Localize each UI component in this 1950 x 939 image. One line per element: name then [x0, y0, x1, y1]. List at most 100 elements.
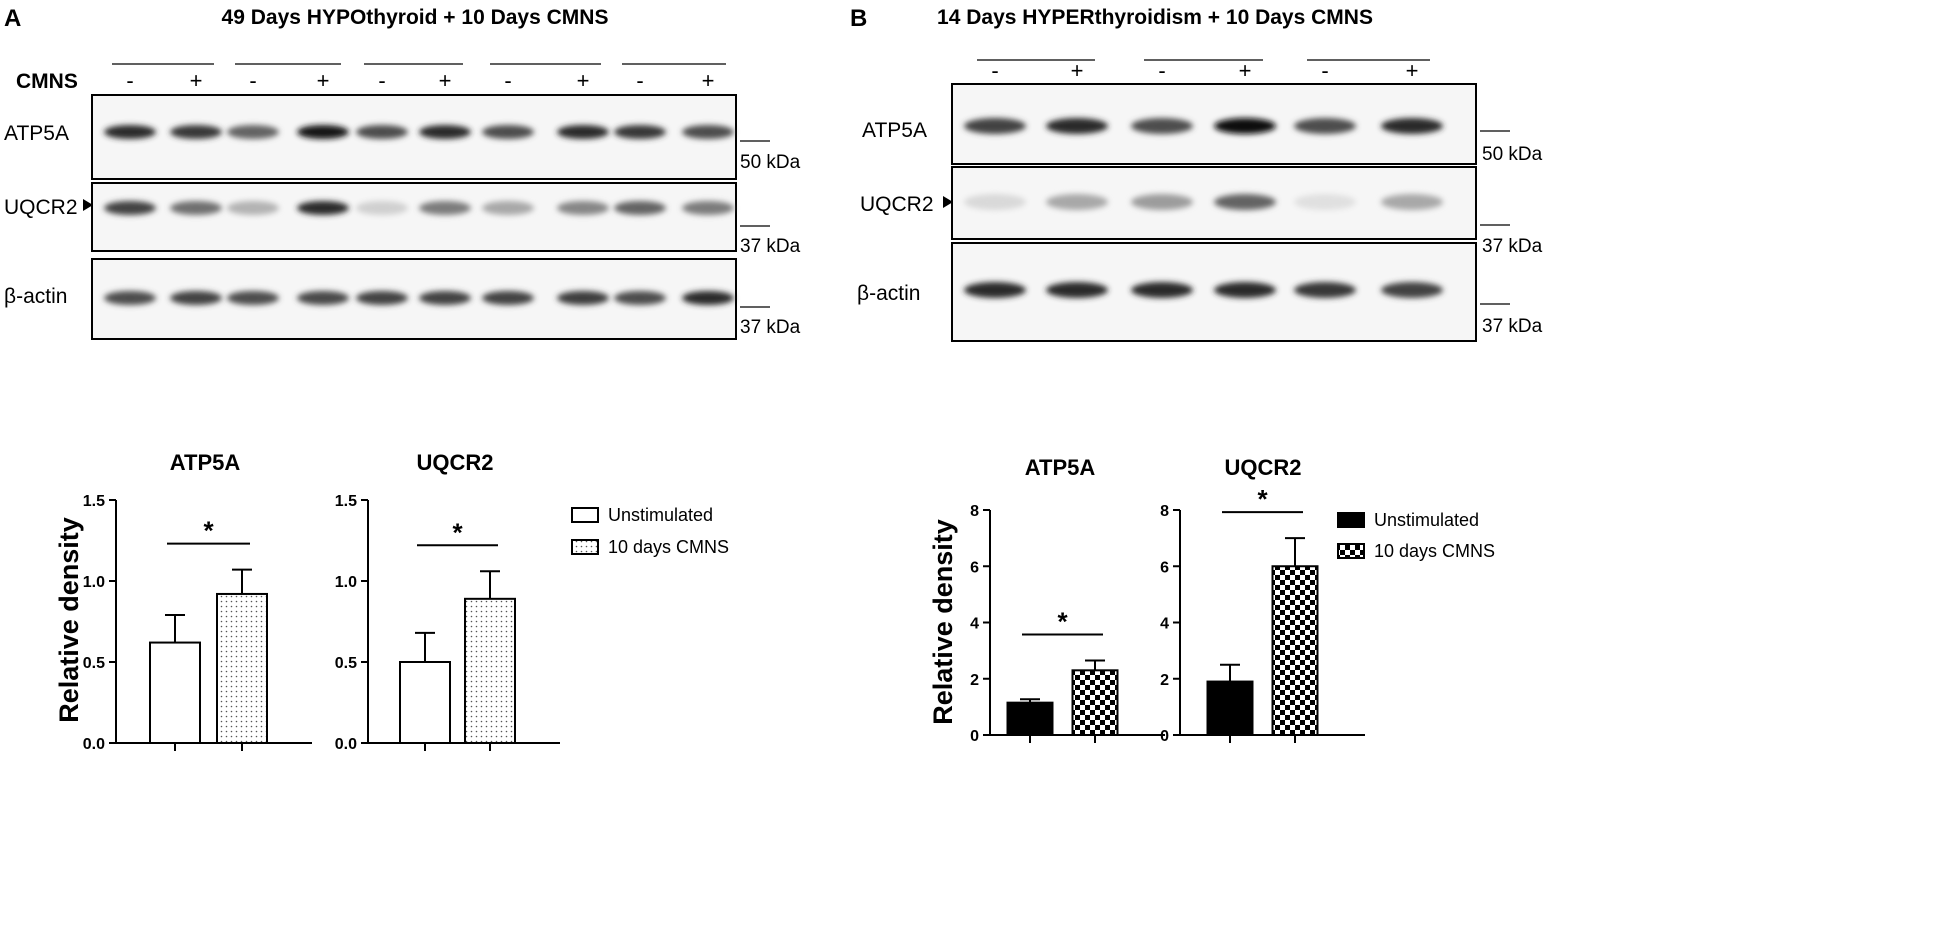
y-tick-label: 2 — [1160, 672, 1169, 689]
blot-a-actin-bands — [104, 291, 734, 305]
blot-band — [297, 201, 349, 215]
blot-label-atp5a: ATP5A — [4, 122, 69, 145]
blot-band — [1046, 118, 1108, 134]
lane-sign: - — [1158, 58, 1165, 83]
blot-label-actin: β-actin — [4, 285, 67, 308]
blot-band — [1131, 194, 1193, 210]
panel-b-lane-signs: - + - + - + — [991, 58, 1418, 83]
marker-37kda: 37 kDa — [740, 236, 801, 257]
blot-band — [419, 125, 471, 139]
y-tick-label: 1.5 — [335, 493, 357, 510]
blot-band — [419, 291, 471, 305]
blot-band — [170, 201, 222, 215]
blot-band — [419, 201, 471, 215]
marker-37kda: 37 kDa — [1482, 236, 1543, 257]
chart-title: ATP5A — [1025, 455, 1096, 480]
blot-band — [482, 125, 534, 139]
panel-a-letter: A — [4, 5, 21, 32]
chart-title: UQCR2 — [1224, 455, 1301, 480]
lane-sign: - — [504, 68, 511, 93]
marker-50kda: 50 kDa — [740, 152, 801, 173]
blot-band — [482, 291, 534, 305]
lane-sign: - — [1321, 58, 1328, 83]
blot-label-uqcr2: UQCR2 — [860, 193, 934, 216]
blot-band — [682, 201, 734, 215]
blot-band — [297, 291, 349, 305]
blot-band — [356, 291, 408, 305]
marker-37kda: 37 kDa — [1482, 316, 1543, 337]
lane-sign: - — [991, 58, 998, 83]
blot-band — [227, 125, 279, 139]
chart-uqcr2-hypo: UQCR2 0.0 0.5 1.0 1.5 * — [335, 450, 560, 753]
blot-band — [227, 201, 279, 215]
panel-a: A 49 Days HYPOthyroid + 10 Days CMNS CMN… — [4, 5, 801, 340]
chart-uqcr2-hyper: UQCR2 0 2 4 6 8 * — [1160, 455, 1365, 745]
blot-band — [1046, 282, 1108, 298]
lane-sign: + — [702, 68, 715, 93]
marker-37kda: 37 kDa — [740, 317, 801, 338]
blot-band — [964, 118, 1026, 134]
significance-star: * — [1257, 484, 1268, 514]
panel-b-letter: B — [850, 5, 867, 32]
y-tick-label: 6 — [970, 559, 979, 576]
legend-swatch — [1337, 512, 1365, 528]
y-tick-label: 0.5 — [83, 655, 105, 672]
blot-band — [614, 125, 666, 139]
lane-sign: + — [1071, 58, 1084, 83]
legend-swatch — [1337, 543, 1365, 559]
lane-sign: + — [1239, 58, 1252, 83]
legend-swatch — [571, 507, 599, 523]
legend-label: 10 days CMNS — [608, 537, 729, 557]
y-tick-label: 4 — [970, 616, 979, 633]
bar — [1206, 680, 1254, 736]
uqcr2-arrow-icon — [83, 199, 93, 211]
blot-band — [1294, 194, 1356, 210]
bar — [1071, 669, 1119, 736]
blot-band — [682, 125, 734, 139]
blot-band — [1214, 194, 1276, 210]
marker-50kda: 50 kDa — [1482, 144, 1543, 165]
panel-b: B 14 Days HYPERthyroidism + 10 Days CMNS… — [850, 5, 1543, 342]
y-tick-label: 0.5 — [335, 655, 357, 672]
lane-sign: - — [636, 68, 643, 93]
y-tick-label: 6 — [1160, 559, 1169, 576]
panel-a-lane-signs: - + - + - + - + - + — [126, 68, 714, 93]
blot-b-actin-bands — [964, 282, 1443, 298]
blot-band — [682, 291, 734, 305]
bar — [464, 597, 516, 744]
blot-band — [356, 125, 408, 139]
blot-band — [104, 291, 156, 305]
blot-band — [227, 291, 279, 305]
y-tick-label: 0.0 — [83, 736, 105, 753]
y-tick-label: 1.0 — [83, 574, 105, 591]
bar — [149, 641, 201, 744]
chart-atp5a-hypo: ATP5A Relative density 0.0 0.5 1.0 1.5 * — [54, 450, 312, 753]
blot-band — [964, 282, 1026, 298]
significance-star: * — [452, 517, 463, 547]
blot-band — [170, 291, 222, 305]
lane-sign: + — [1406, 58, 1419, 83]
lane-sign: - — [249, 68, 256, 93]
y-axis-label: Relative density — [928, 519, 958, 725]
bar — [1271, 565, 1319, 736]
blot-label-actin: β-actin — [857, 282, 920, 305]
blot-band — [1131, 118, 1193, 134]
blot-band — [557, 125, 609, 139]
panel-b-title: 14 Days HYPERthyroidism + 10 Days CMNS — [937, 6, 1373, 29]
blot-band — [614, 291, 666, 305]
chart-title: ATP5A — [170, 450, 241, 475]
blot-band — [482, 201, 534, 215]
blot-band — [1381, 282, 1443, 298]
y-axis-label: Relative density — [54, 517, 84, 723]
legend-label: Unstimulated — [1374, 510, 1479, 530]
blot-label-uqcr2: UQCR2 — [4, 196, 78, 219]
blot-band — [1214, 118, 1276, 134]
blot-band — [1381, 194, 1443, 210]
lane-sign: + — [317, 68, 330, 93]
blot-b-uqcr2-bands — [964, 194, 1443, 210]
significance-star: * — [203, 516, 214, 546]
blot-band — [1294, 282, 1356, 298]
blot-band — [614, 201, 666, 215]
cmns-row-label: CMNS — [16, 70, 78, 93]
bar — [399, 661, 451, 744]
